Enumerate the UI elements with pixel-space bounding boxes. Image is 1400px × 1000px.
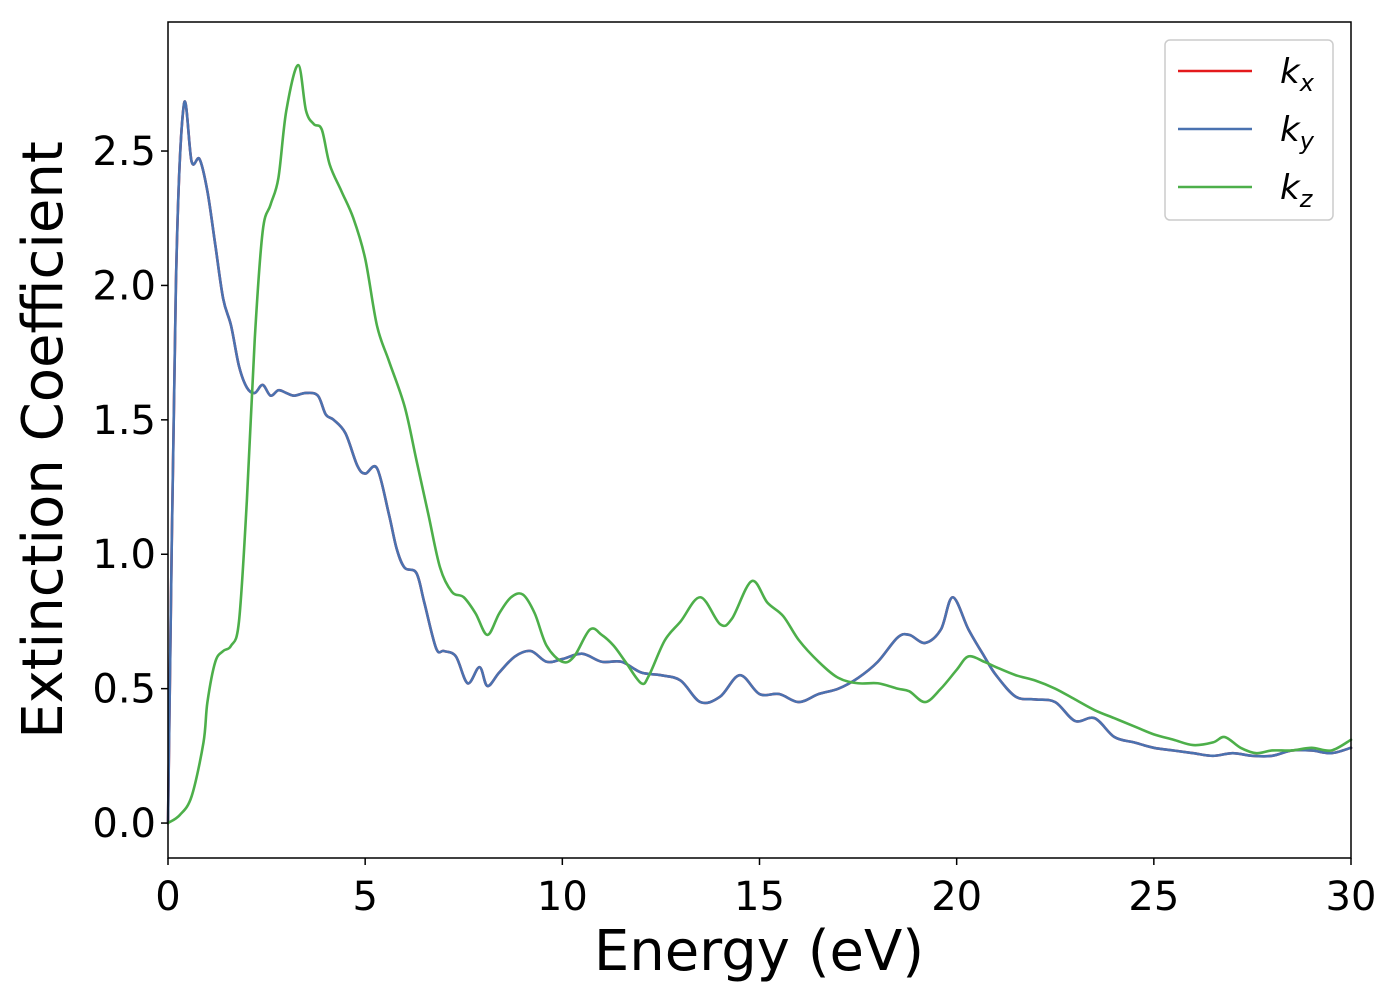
- x-tick-label: 30: [1326, 874, 1377, 920]
- y-tick-label: 0.0: [92, 801, 156, 847]
- legend-label-kx: kx: [1280, 52, 1315, 97]
- y-tick-label: 1.5: [92, 398, 156, 444]
- legend-entries: kx ky kz: [1178, 52, 1315, 213]
- y-tick-label: 2.0: [92, 263, 156, 309]
- x-tick-label: 0: [155, 874, 180, 920]
- legend: kx ky kz: [1164, 39, 1334, 221]
- y-tick-label: 0.5: [92, 667, 156, 713]
- x-tick-label: 15: [734, 874, 785, 920]
- x-tick-label: 5: [352, 874, 377, 920]
- x-axis-title: Energy (eV): [594, 919, 924, 984]
- series-layer: [166, 63, 1353, 825]
- series-line-kz: [166, 63, 1353, 825]
- y-axis-title: Extinction Coefficient: [11, 141, 76, 739]
- x-tick-label: 20: [931, 874, 982, 920]
- y-tick-label: 1.0: [92, 532, 156, 578]
- x-tick-label: 10: [537, 874, 588, 920]
- x-axis: 0 5 10 15 20 25 30: [155, 858, 1376, 920]
- x-tick-label: 25: [1128, 874, 1179, 920]
- legend-label-kz: kz: [1280, 168, 1314, 213]
- plot-area: [168, 22, 1351, 858]
- y-tick-label: 2.5: [92, 129, 156, 175]
- legend-label-ky: ky: [1280, 110, 1315, 155]
- y-axis: 0.0 0.5 1.0 1.5 2.0 2.5: [92, 129, 168, 847]
